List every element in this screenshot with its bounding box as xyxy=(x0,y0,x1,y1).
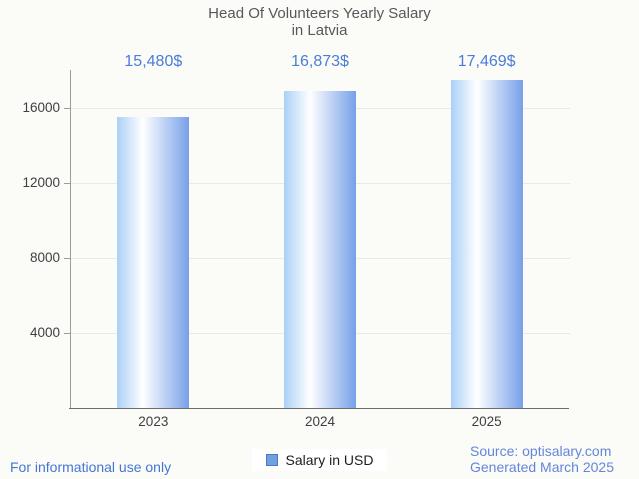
y-tick-4000 xyxy=(64,332,70,334)
legend-label: Salary in USD xyxy=(285,452,374,468)
y-tick-12000 xyxy=(64,182,70,184)
x-axis-label-2024: 2024 xyxy=(304,414,336,429)
y-axis-line xyxy=(70,70,71,408)
disclaimer-text: For informational use only xyxy=(10,459,172,475)
y-axis-label-4000: 4000 xyxy=(29,324,60,340)
x-axis-label-2023: 2023 xyxy=(138,414,169,429)
chart-legend: Salary in USD xyxy=(0,449,639,471)
legend-swatch-icon xyxy=(265,454,278,466)
y-axis-label-16000: 16000 xyxy=(22,99,60,115)
x-axis-label-2025: 2025 xyxy=(471,414,502,429)
chart-title: Head Of Volunteers Yearly Salary in Latv… xyxy=(208,5,431,39)
bar-2025[interactable] xyxy=(450,79,523,408)
x-axis-line xyxy=(69,408,569,409)
generated-text: Generated March 2025 xyxy=(470,459,614,475)
plot-area xyxy=(70,70,570,408)
source-text: Source: optisalary.com xyxy=(470,443,612,459)
y-tick-8000 xyxy=(64,257,70,259)
source-block: Source: optisalary.com Generated March 2… xyxy=(470,443,614,475)
value-label-2023: 15,480$ xyxy=(124,53,183,70)
y-axis-label-12000: 12000 xyxy=(22,174,60,190)
y-tick-16000 xyxy=(64,107,70,109)
bar-2023[interactable] xyxy=(117,117,190,408)
value-label-2025: 17,469$ xyxy=(457,53,516,70)
y-axis-label-8000: 8000 xyxy=(29,249,60,265)
bar-2024[interactable] xyxy=(284,91,356,408)
value-label-2024: 16,873$ xyxy=(291,53,349,70)
